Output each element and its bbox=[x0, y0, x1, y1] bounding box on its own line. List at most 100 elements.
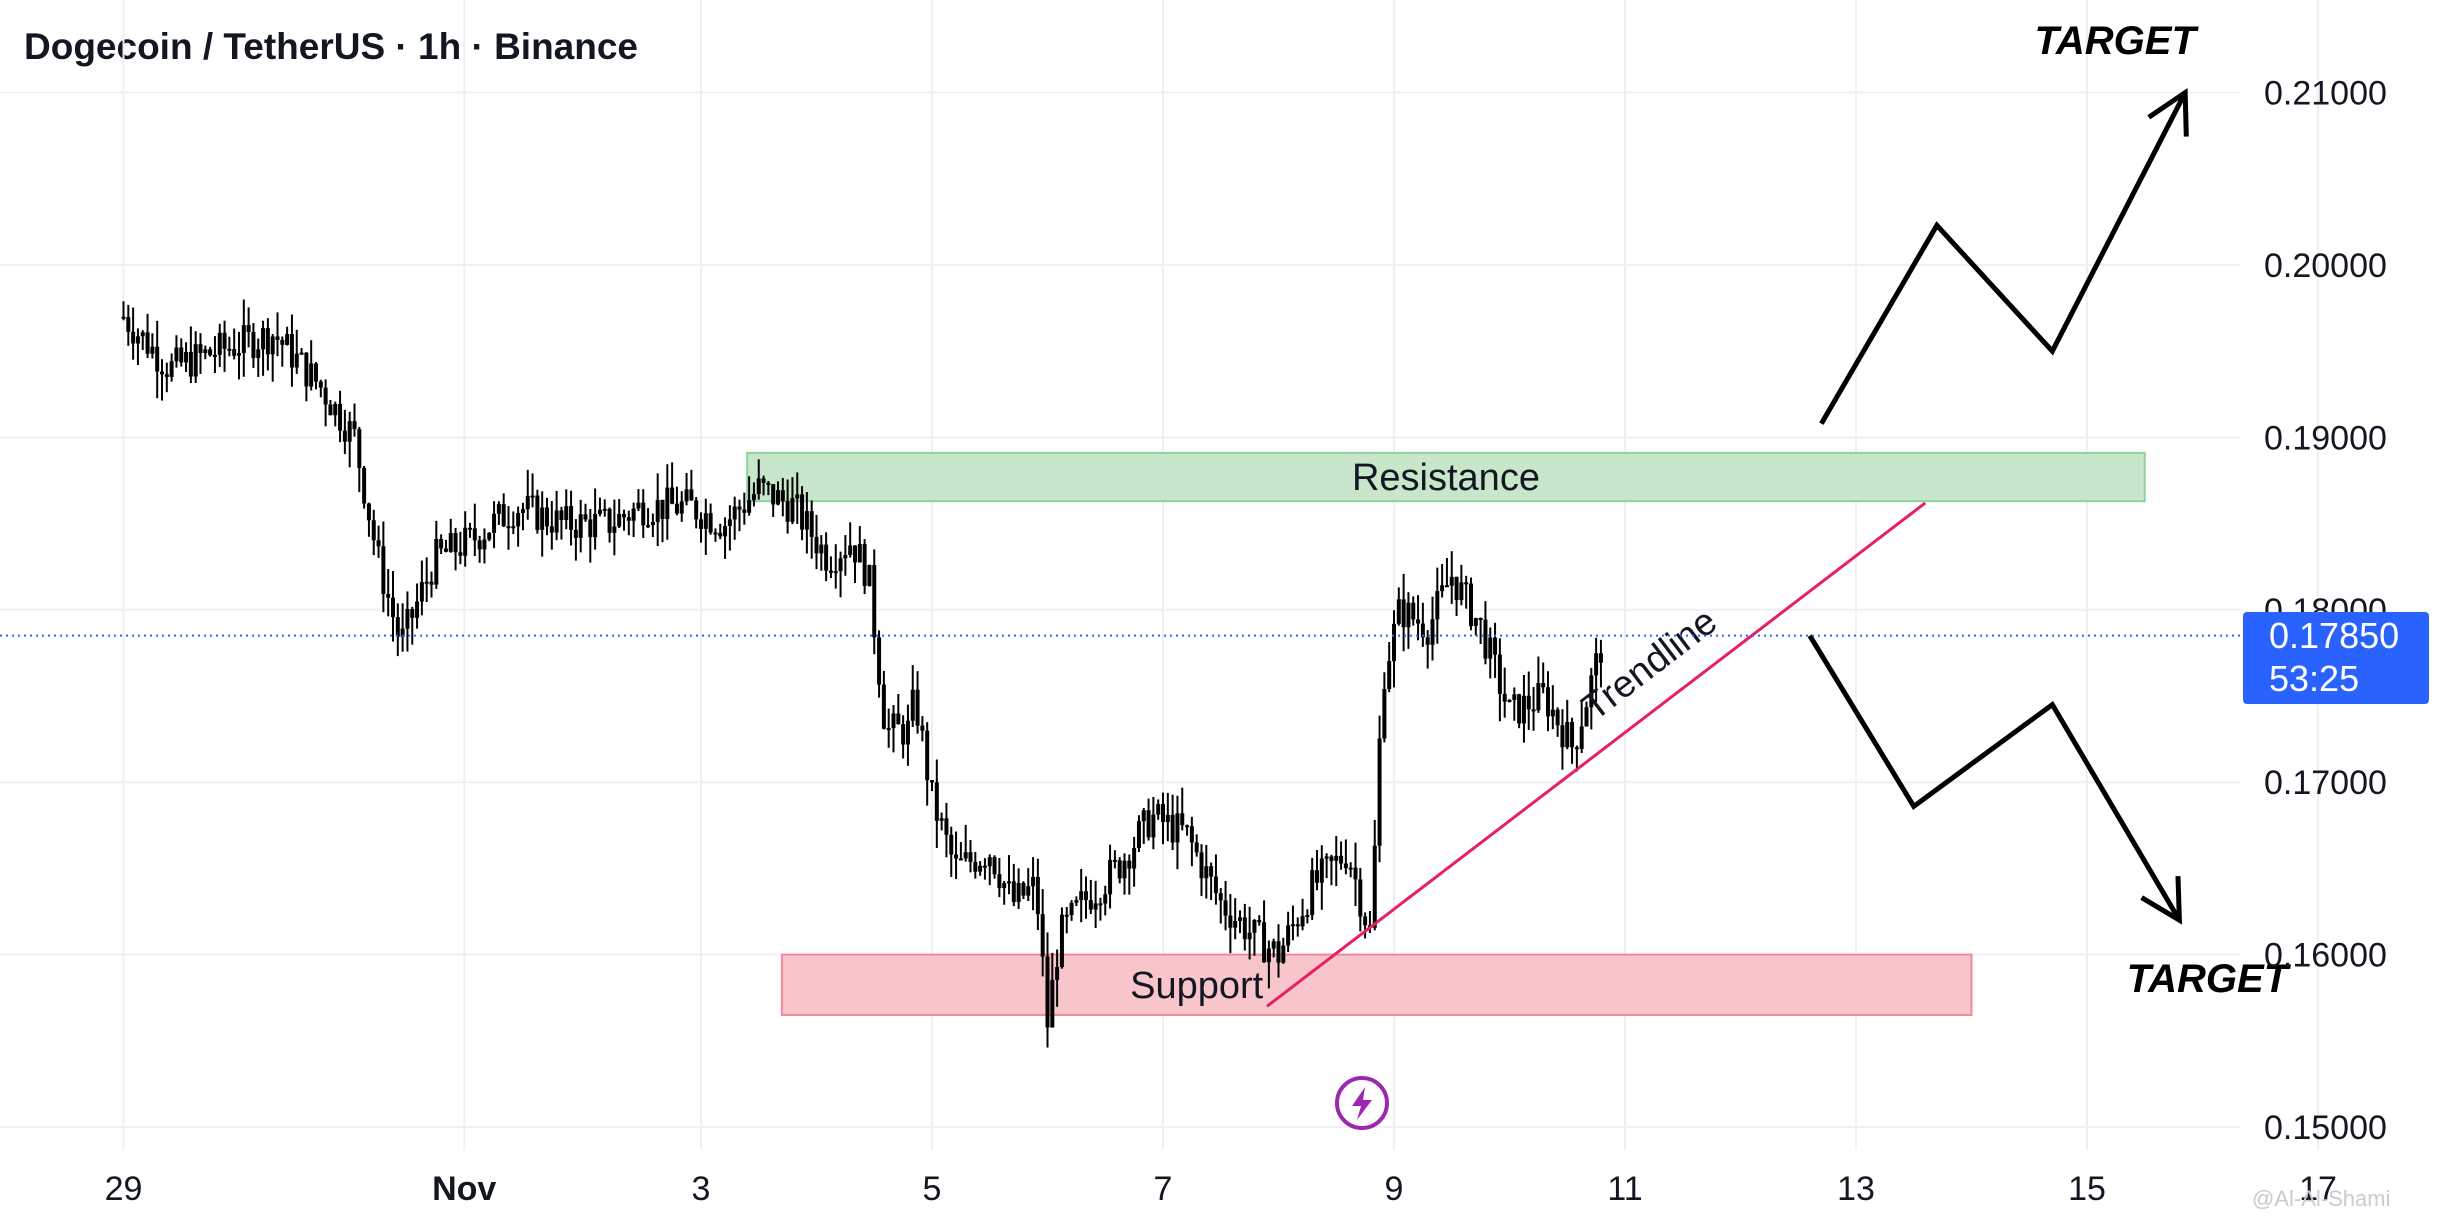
candle-body bbox=[357, 429, 362, 468]
candle-body bbox=[1594, 653, 1599, 676]
candle-body bbox=[646, 525, 651, 528]
candle-body bbox=[1449, 576, 1454, 586]
candle-body bbox=[1271, 941, 1276, 949]
candle-body bbox=[1112, 859, 1117, 862]
candle-body bbox=[309, 363, 314, 387]
candle-body bbox=[419, 582, 424, 602]
candle-body bbox=[1329, 856, 1334, 861]
candle-body bbox=[1290, 924, 1295, 927]
candles bbox=[121, 299, 1603, 1048]
x-tick-label: 17 bbox=[2299, 1170, 2337, 1208]
candle-body bbox=[1059, 914, 1064, 968]
x-tick-label: 29 bbox=[105, 1170, 143, 1208]
candle-body bbox=[795, 494, 800, 499]
candle-body bbox=[314, 363, 318, 382]
target-label: TARGET bbox=[2034, 19, 2199, 63]
x-tick-label: 9 bbox=[1385, 1170, 1404, 1208]
candle-body bbox=[1213, 876, 1218, 894]
candle-body bbox=[1589, 675, 1594, 708]
candle-body bbox=[1151, 814, 1156, 838]
candle-body bbox=[1199, 852, 1204, 879]
candle-body bbox=[737, 506, 742, 510]
candle-body bbox=[1488, 637, 1493, 659]
candle-body bbox=[1392, 623, 1396, 662]
candle-body bbox=[703, 513, 708, 529]
candle-body bbox=[819, 544, 824, 554]
candle-body bbox=[126, 317, 131, 332]
resistance-label: Resistance bbox=[1352, 457, 1540, 499]
candle-body bbox=[1531, 709, 1536, 712]
candle-body bbox=[785, 501, 790, 522]
candle-body bbox=[780, 490, 785, 502]
candle-body bbox=[1305, 915, 1310, 918]
candle-body bbox=[891, 713, 896, 729]
y-tick-label: 0.17000 bbox=[2264, 764, 2387, 802]
candle-body bbox=[1353, 867, 1358, 880]
candle-body bbox=[1536, 682, 1541, 711]
candle-body bbox=[1473, 618, 1478, 627]
candle-body bbox=[727, 519, 732, 526]
candle-body bbox=[366, 503, 371, 521]
candle-body bbox=[530, 495, 535, 498]
candle-body bbox=[1550, 709, 1555, 717]
candle-body bbox=[987, 857, 992, 867]
candle-body bbox=[1050, 979, 1055, 1028]
candle-body bbox=[1343, 863, 1348, 869]
candle-body bbox=[838, 558, 843, 572]
candle-body bbox=[997, 874, 1002, 889]
candle-body bbox=[1247, 932, 1252, 940]
candle-body bbox=[1238, 917, 1242, 921]
x-tick-label: 5 bbox=[923, 1170, 942, 1208]
candle-body bbox=[901, 724, 906, 745]
candle-body bbox=[1016, 883, 1021, 903]
candle-body bbox=[261, 328, 266, 350]
candle-body bbox=[761, 478, 766, 483]
candle-body bbox=[545, 507, 549, 527]
candle-body bbox=[294, 353, 299, 368]
candle-body bbox=[617, 513, 622, 527]
candle-body bbox=[1276, 941, 1281, 963]
candle-body bbox=[1493, 637, 1498, 655]
candle-body bbox=[289, 334, 294, 368]
candle-body bbox=[1136, 821, 1141, 848]
arrow-head bbox=[2140, 876, 2183, 925]
candle-body bbox=[1098, 903, 1103, 906]
candle-body bbox=[1565, 721, 1570, 748]
candle-body bbox=[982, 865, 987, 868]
x-tick-label: 13 bbox=[1837, 1170, 1875, 1208]
candle-body bbox=[626, 517, 631, 521]
candle-body bbox=[602, 508, 607, 511]
candle-body bbox=[660, 499, 665, 519]
candle-body bbox=[1526, 695, 1531, 710]
candle-body bbox=[1334, 855, 1339, 861]
candle-body bbox=[1555, 709, 1560, 726]
candle-body bbox=[790, 498, 795, 522]
candle-body bbox=[1281, 945, 1286, 963]
candle-body bbox=[949, 834, 954, 855]
flash-icon[interactable] bbox=[1335, 1076, 1389, 1130]
candle-body bbox=[747, 500, 752, 513]
candle-body bbox=[1055, 967, 1060, 980]
candle-body bbox=[299, 352, 304, 355]
candle-body bbox=[1512, 694, 1517, 700]
candle-body bbox=[1469, 583, 1473, 627]
y-tick-label: 0.20000 bbox=[2264, 247, 2387, 285]
candle-body bbox=[1363, 916, 1368, 926]
candle-body bbox=[140, 332, 145, 337]
candle-body bbox=[371, 520, 376, 541]
candle-body bbox=[978, 865, 983, 872]
candle-body bbox=[241, 325, 246, 354]
candle-body bbox=[1223, 900, 1228, 916]
candle-body bbox=[188, 351, 193, 377]
candle-body bbox=[968, 852, 973, 862]
candle-body bbox=[1122, 860, 1127, 879]
candle-body bbox=[1079, 891, 1084, 901]
candle-body bbox=[1579, 726, 1584, 749]
trendline-line bbox=[1266, 501, 1927, 1008]
candle-body bbox=[1242, 917, 1247, 940]
candle-body bbox=[1440, 585, 1445, 592]
candle-body bbox=[179, 347, 184, 363]
y-tick-label: 0.19000 bbox=[2264, 419, 2387, 457]
candle-body bbox=[862, 544, 867, 586]
